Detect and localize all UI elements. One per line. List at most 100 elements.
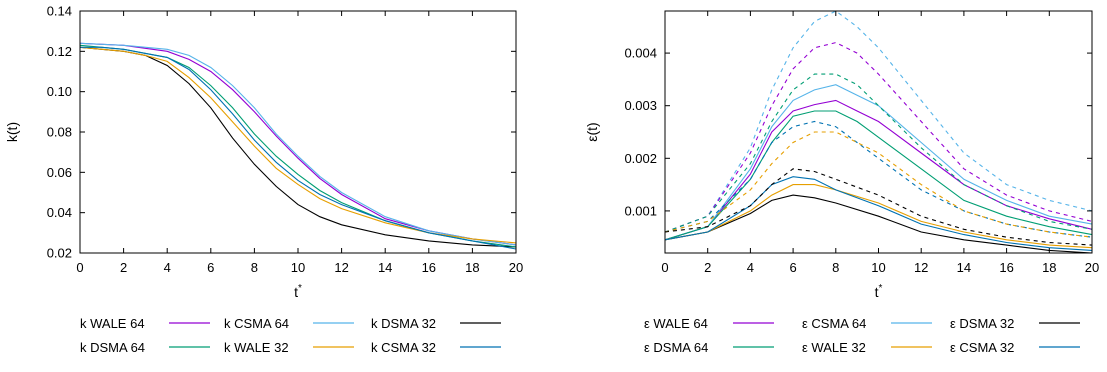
legend-entry: ε CSMA 32 — [950, 340, 1080, 355]
y-tick: 0.04 — [47, 205, 516, 220]
x-tick-label: 8 — [251, 260, 258, 275]
series-line-1 — [664, 84, 1093, 241]
legend-entry: k DSMA 64 — [80, 340, 210, 355]
y-tick-label: 0.10 — [47, 84, 72, 99]
legend-label: k DSMA 64 — [80, 340, 145, 355]
series-line-11-dashed — [664, 168, 1093, 246]
x-tick-label: 16 — [422, 260, 436, 275]
y-tick-label: 0.14 — [47, 4, 72, 19]
x-axis-label-sup: * — [878, 283, 882, 294]
x-tick-label: 20 — [509, 260, 523, 275]
y-tick: 0.14 — [47, 4, 516, 19]
x-tick-label: 2 — [120, 260, 127, 275]
y-tick: 0.002 — [624, 151, 1092, 166]
y-tick-label: 0.12 — [47, 44, 72, 59]
series-line-2 — [79, 46, 517, 248]
y-tick: 0.06 — [47, 165, 516, 180]
y-tick-label: 0.04 — [47, 205, 72, 220]
x-tick-label: 6 — [207, 260, 214, 275]
legend-entry: k CSMA 64 — [224, 316, 354, 331]
x-tick: 0 — [76, 11, 84, 275]
y-tick-label: 0.06 — [47, 165, 72, 180]
x-tick: 2 — [120, 11, 127, 275]
x-tick-label: 18 — [465, 260, 479, 275]
x-tick: 14 — [957, 11, 971, 275]
legend-entry: k WALE 32 — [224, 340, 354, 355]
series-line-3 — [664, 110, 1093, 241]
series-line-7-dashed — [664, 42, 1093, 233]
y-tick: 0.02 — [47, 246, 516, 261]
x-tick-label: 0 — [76, 260, 83, 275]
y-tick: 0.001 — [624, 203, 1092, 218]
x-tick-label: 0 — [661, 260, 668, 275]
x-axis-label-main: t — [875, 284, 879, 300]
legend-label: ε CSMA 64 — [802, 316, 866, 331]
x-tick: 12 — [914, 11, 928, 275]
x-tick-label: 6 — [789, 260, 796, 275]
x-tick-label: 12 — [334, 260, 348, 275]
series-line-8-dashed — [664, 73, 1093, 233]
x-tick-label: 12 — [914, 260, 928, 275]
x-tick: 4 — [747, 11, 754, 275]
x-tick-label: 4 — [747, 260, 754, 275]
y-tick: 0.12 — [47, 44, 516, 59]
legend: ε WALE 64 ε CSMA 64 ε DSMA 32 ε DSMA 64 ε WA… — [644, 316, 1080, 355]
x-tick-label: 2 — [704, 260, 711, 275]
x-tick-label: 4 — [164, 260, 171, 275]
legend-entry: ε DSMA 64 — [644, 340, 774, 355]
x-tick: 4 — [164, 11, 171, 275]
x-tick: 20 — [1085, 11, 1099, 275]
legend-entry: ε WALE 32 — [802, 340, 932, 355]
y-tick-label: 0.02 — [47, 246, 72, 261]
series-line-1 — [79, 42, 517, 246]
y-tick: 0.003 — [624, 98, 1092, 113]
x-tick-label: 16 — [999, 260, 1013, 275]
legend-entry: k WALE 64 — [80, 316, 210, 331]
series-line-9-dashed — [664, 120, 1093, 238]
x-tick-label: 10 — [871, 260, 885, 275]
series-line-5 — [80, 46, 517, 250]
legend-label: k DSMA 32 — [371, 316, 436, 331]
y-tick-label: 0.002 — [624, 151, 657, 166]
legend-label: k CSMA 32 — [371, 340, 436, 355]
y-tick-label: 0.08 — [47, 125, 72, 140]
series-lines — [664, 10, 1093, 254]
legend-label: k CSMA 64 — [224, 316, 289, 331]
legend-entry: k CSMA 32 — [371, 340, 501, 355]
legend-entry: ε CSMA 64 — [802, 316, 932, 331]
legend-label: k WALE 32 — [224, 340, 289, 355]
x-axis-label: t* — [294, 283, 302, 300]
legend-label: k WALE 64 — [80, 316, 145, 331]
chart-epsilon: 0 2 4 6 8 10 12 14 16 18 20 0.001 0.002 0.003 0.004 t* ε… — [584, 10, 1099, 355]
series-line-6-dashed — [664, 10, 1093, 233]
x-tick-label: 18 — [1042, 260, 1056, 275]
series-line-2 — [664, 194, 1093, 254]
legend-label: ε WALE 64 — [644, 316, 708, 331]
legend-label: ε CSMA 32 — [950, 340, 1014, 355]
series-line-3 — [79, 44, 517, 248]
legend-label: ε DSMA 64 — [644, 340, 708, 355]
series-lines — [79, 42, 517, 250]
x-tick: 12 — [334, 11, 349, 275]
x-tick: 0 — [661, 11, 669, 275]
legend-label: ε WALE 32 — [802, 340, 866, 355]
legend-entry: k DSMA 32 — [371, 316, 501, 331]
x-tick-label: 10 — [291, 260, 305, 275]
series-line-4 — [79, 46, 517, 244]
series-line-10-dashed — [664, 131, 1093, 238]
y-axis-label: ε(t) — [584, 122, 600, 141]
y-tick-label: 0.003 — [624, 98, 657, 113]
legend-label: ε DSMA 32 — [950, 316, 1014, 331]
x-tick: 18 — [1042, 11, 1057, 275]
x-tick-label: 8 — [832, 260, 839, 275]
x-tick: 8 — [832, 11, 839, 275]
chart-k: 0 2 4 6 8 10 12 14 16 18 20 0.02 0.04 0.06 0.08 0.10 0.1… — [4, 4, 523, 356]
y-tick-label: 0.004 — [624, 46, 657, 61]
x-tick: 6 — [207, 11, 214, 275]
x-tick: 16 — [422, 11, 436, 275]
x-tick-label: 14 — [957, 260, 971, 275]
x-tick: 16 — [999, 11, 1014, 275]
x-tick: 10 — [871, 11, 886, 275]
x-axis-label-sup: * — [298, 283, 302, 294]
